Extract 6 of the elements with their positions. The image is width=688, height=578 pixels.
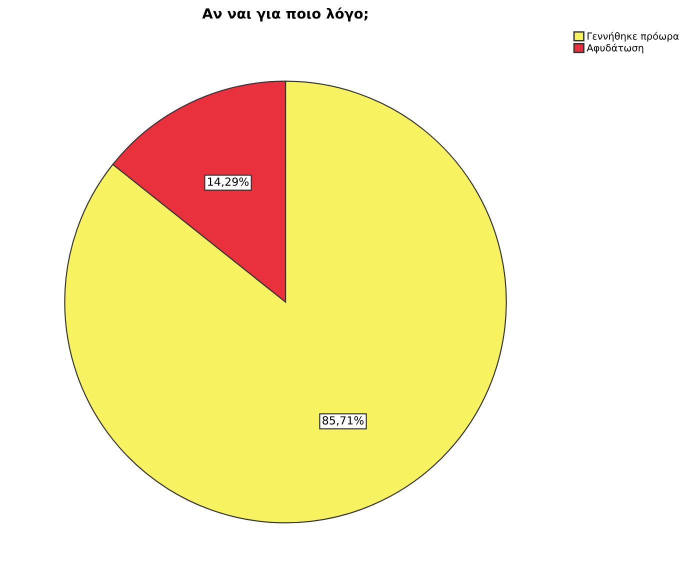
legend-label: Αφυδάτωση bbox=[586, 44, 644, 54]
data-label: 14,29% bbox=[208, 177, 249, 188]
chart-title: Αν ναι για ποιο λόγο; bbox=[202, 7, 368, 22]
pie-slice bbox=[64, 80, 507, 524]
data-label: 85,71% bbox=[322, 416, 364, 426]
legend-label: Γεννήθηκε πρόωρα bbox=[588, 32, 679, 42]
